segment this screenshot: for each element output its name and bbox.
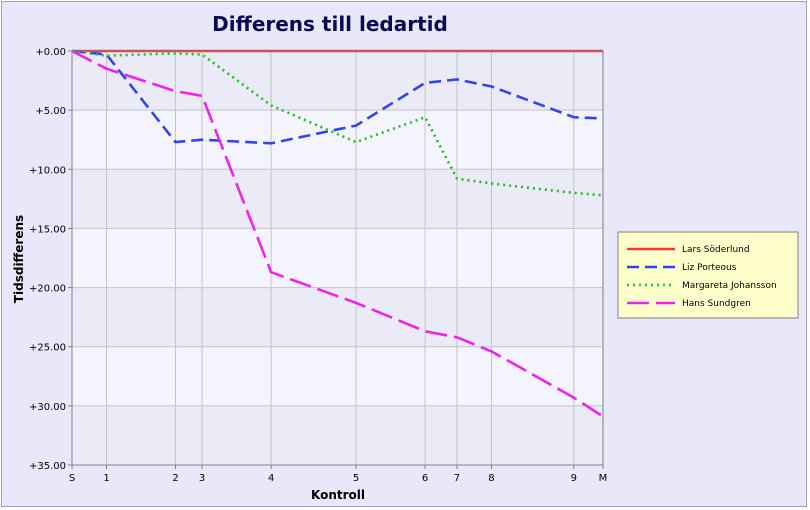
x-tick-label: S [69,473,75,484]
x-tick-label: 4 [268,473,274,484]
plot-band [72,405,603,465]
x-tick-label: 5 [353,473,359,484]
y-tick-label: +15.00 [29,224,66,235]
y-tick-label: +5.00 [35,106,66,117]
legend: Lars Söderlund Liz Porteous Margareta Joha… [617,231,799,319]
x-tick-label: 7 [454,473,460,484]
y-tick-label: +25.00 [29,343,66,354]
x-tick-label: 9 [571,473,577,484]
x-axis-title: Kontroll [311,488,365,502]
plot-band [72,51,603,111]
plot-background [72,51,603,465]
y-tick-label: +35.00 [29,461,66,472]
x-tick-label: 8 [488,473,494,484]
x-tick-label: 2 [172,473,178,484]
legend-label-1: Lars Söderlund [682,245,750,255]
legend-label-4: Hans Sundgren [682,299,751,309]
y-tick-label: +30.00 [29,402,66,413]
y-tick-label: +20.00 [29,284,66,295]
legend-label-2: Liz Porteous [682,263,737,273]
plot-border [71,50,604,466]
y-axis-title: Tidsdifferens [12,215,26,303]
legend-label-3: Margareta Johansson [682,281,777,291]
y-tick-label: +10.00 [29,165,66,176]
y-tick-label: +0.00 [35,47,66,58]
x-tick-label: 3 [199,473,205,484]
axes: +0.00 +5.00 +10.00 +15.00 +20.00 +25.00 +30.00… [29,47,607,484]
plot-band [72,169,603,229]
chart-title: Differens till ledartid [212,12,448,36]
x-tick-label: 6 [422,473,428,484]
x-tick-label: M [599,473,608,484]
series-line-4 [71,49,604,418]
x-tick-label: 1 [103,473,109,484]
series-line-2 [71,49,604,145]
